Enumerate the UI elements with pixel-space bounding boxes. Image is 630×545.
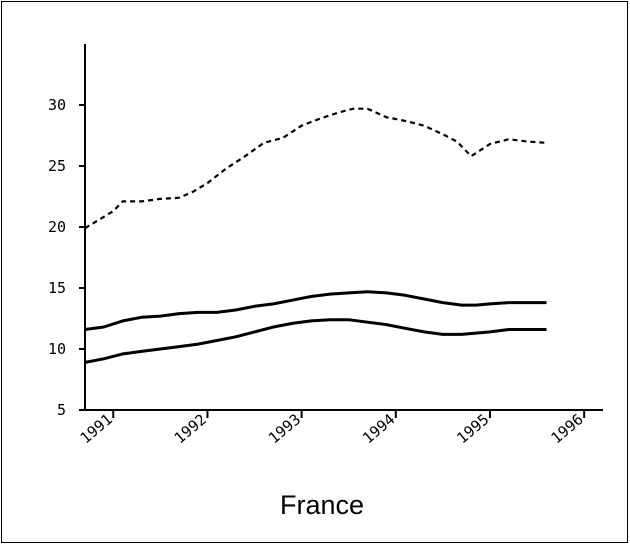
y-tick-label: 5 — [57, 401, 66, 419]
x-tick-label: 1995 — [453, 410, 492, 447]
x-tick-label: 1994 — [359, 410, 398, 447]
series-line-1 — [84, 107, 547, 230]
y-tick-label: 10 — [48, 340, 66, 358]
x-tick-label: 1996 — [547, 410, 586, 447]
series-line-3 — [84, 318, 547, 364]
y-tick-label: 15 — [48, 279, 66, 297]
series-group — [84, 107, 547, 364]
chart-title: France — [280, 490, 364, 520]
x-tick-label: 1991 — [77, 410, 116, 447]
y-tick-label: 25 — [48, 157, 66, 175]
x-tick-label: 1992 — [171, 410, 210, 447]
y-tick-label: 20 — [48, 218, 66, 236]
series-line-2 — [84, 290, 547, 331]
y-ticks: 5 10 15 20 25 30 — [48, 96, 85, 419]
y-tick-label: 30 — [48, 96, 66, 114]
x-ticks: 1991 1992 1993 1994 1995 1996 — [77, 410, 587, 447]
x-tick-label: 1993 — [265, 410, 304, 447]
